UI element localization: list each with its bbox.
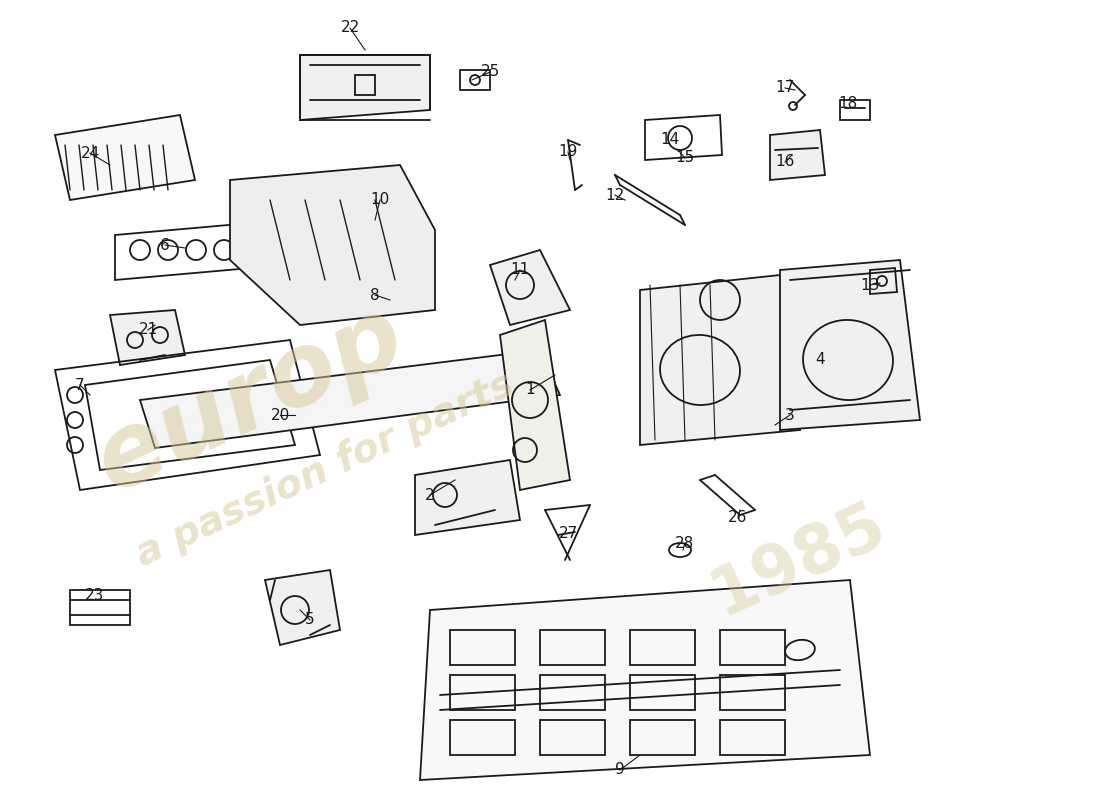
Polygon shape xyxy=(640,275,800,445)
Text: 8: 8 xyxy=(371,287,380,302)
Text: 26: 26 xyxy=(728,510,748,526)
Polygon shape xyxy=(110,310,185,365)
Polygon shape xyxy=(140,350,560,448)
Text: 3: 3 xyxy=(785,407,795,422)
Text: 23: 23 xyxy=(86,587,104,602)
Polygon shape xyxy=(770,130,825,180)
Polygon shape xyxy=(230,165,434,325)
Text: 28: 28 xyxy=(675,535,694,550)
Polygon shape xyxy=(490,250,570,325)
Text: 4: 4 xyxy=(815,353,825,367)
Text: 21: 21 xyxy=(139,322,157,338)
Text: 9: 9 xyxy=(615,762,625,778)
Text: 25: 25 xyxy=(481,65,499,79)
Text: europ: europ xyxy=(80,286,419,514)
Text: 14: 14 xyxy=(660,133,680,147)
Polygon shape xyxy=(300,55,430,120)
Text: 16: 16 xyxy=(776,154,794,170)
Polygon shape xyxy=(500,320,570,490)
Text: 1: 1 xyxy=(525,382,535,398)
Text: 27: 27 xyxy=(559,526,578,541)
Text: 2: 2 xyxy=(426,487,434,502)
Polygon shape xyxy=(55,115,195,200)
Text: 20: 20 xyxy=(271,407,289,422)
Text: 22: 22 xyxy=(340,21,360,35)
Polygon shape xyxy=(415,460,520,535)
Text: 18: 18 xyxy=(838,95,858,110)
Polygon shape xyxy=(265,570,340,645)
Text: 6: 6 xyxy=(161,238,169,253)
Polygon shape xyxy=(780,260,920,430)
Text: 7: 7 xyxy=(75,378,85,393)
Text: 12: 12 xyxy=(605,187,625,202)
Text: 17: 17 xyxy=(776,81,794,95)
Text: 15: 15 xyxy=(675,150,694,166)
Polygon shape xyxy=(420,580,870,780)
Text: 24: 24 xyxy=(80,146,100,161)
Text: 11: 11 xyxy=(510,262,529,278)
Text: 5: 5 xyxy=(305,613,315,627)
Text: 10: 10 xyxy=(371,193,389,207)
Text: 13: 13 xyxy=(860,278,880,293)
Text: 19: 19 xyxy=(559,145,578,159)
Text: a passion for parts: a passion for parts xyxy=(130,366,520,574)
Text: 1985: 1985 xyxy=(700,491,896,629)
